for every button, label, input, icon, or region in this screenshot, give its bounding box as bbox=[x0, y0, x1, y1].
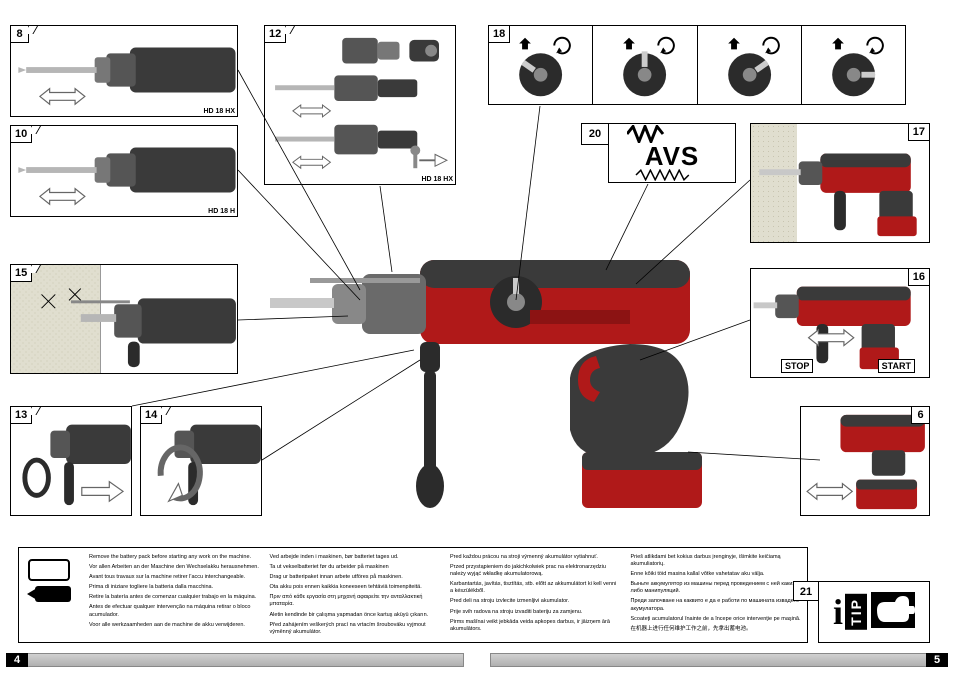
panel-12-number: 12 bbox=[265, 26, 286, 43]
panel-18-mode-selector-row: 18 bbox=[488, 25, 906, 105]
mode-drill-only bbox=[698, 26, 802, 104]
stop-label: STOP bbox=[781, 359, 813, 373]
panel-14-number: 14 bbox=[141, 407, 162, 424]
panel-12: 12 bbox=[264, 25, 456, 185]
drill-illustration bbox=[11, 265, 237, 373]
panel-10-tag: HD 18 H bbox=[208, 208, 235, 215]
warning-line: Πριν από κάθε εργασία στη μηχανή αφαιρεί… bbox=[270, 594, 441, 608]
warning-line: Prima di iniziare togliere la batteria d… bbox=[89, 584, 260, 591]
chuck-adapter-illustration bbox=[265, 26, 455, 184]
warning-line: Scoateţi acumulatorul înainte de a încep… bbox=[631, 616, 802, 623]
panel-21-tip: 21 i TIP bbox=[818, 581, 930, 643]
footer-bar-right bbox=[490, 653, 948, 667]
warning-line: Vor allen Arbeiten an der Maschine den W… bbox=[89, 564, 260, 571]
drill-in-use-illustration bbox=[751, 124, 929, 242]
drill-illustration bbox=[11, 126, 237, 216]
warning-line: Před zahájením veškerých prací na vrtací… bbox=[270, 622, 441, 636]
drill-illustration bbox=[11, 26, 237, 116]
warning-line: Prije svih radova na stroju izvaditi bat… bbox=[450, 609, 621, 616]
panel-8-number: 8 bbox=[11, 26, 29, 43]
panel-13-number: 13 bbox=[11, 407, 32, 424]
panel-17-number: 17 bbox=[908, 124, 929, 141]
warning-line: Pred každou prácou na stroji výmenný aku… bbox=[450, 554, 621, 561]
warning-line: Ved arbejde inden i maskinen, bør batter… bbox=[270, 554, 441, 561]
main-tool-illustration bbox=[270, 200, 730, 520]
panel-16: 16 STOP START bbox=[750, 268, 930, 378]
mode-hammer-drill bbox=[593, 26, 697, 104]
panel-15: 15 bbox=[10, 264, 238, 374]
panel-20-avs: 20 AVS bbox=[608, 123, 736, 183]
tip-label: TIP bbox=[845, 594, 867, 630]
warning-line: Karbantartás, javítás, tisztítás, stb. e… bbox=[450, 581, 621, 595]
panel-18-number: 18 bbox=[488, 25, 510, 43]
panel-10-number: 10 bbox=[11, 126, 32, 143]
warning-line: Przed przystąpieniem do jakichkolwiek pr… bbox=[450, 564, 621, 578]
warning-line: Drag ur batteripaket innan arbete utföre… bbox=[270, 574, 441, 581]
panel-6: 6 bbox=[800, 406, 930, 516]
page-number-right: 5 bbox=[926, 653, 948, 667]
warning-line: Ta ut vekselbatteriet før du arbeider på… bbox=[270, 564, 441, 571]
spring-icon bbox=[627, 169, 717, 181]
start-label: START bbox=[878, 359, 915, 373]
pointing-hand-icon bbox=[871, 592, 915, 633]
warning-line: Retire la batería antes de comenzar cual… bbox=[89, 594, 260, 601]
panel-14: 14 bbox=[140, 406, 262, 516]
panel-10: 10 HD 18 H bbox=[10, 125, 238, 217]
panel-21-number: 21 bbox=[793, 581, 819, 601]
avs-label: AVS bbox=[645, 143, 700, 169]
footer-bar-left bbox=[6, 653, 464, 667]
warning-line: Avant tous travaux sur la machine retire… bbox=[89, 574, 260, 581]
warning-line: Enne kõiki töid masina kallal võtke vahe… bbox=[631, 571, 802, 578]
battery-illustration bbox=[801, 407, 929, 515]
warning-line: Antes de efectuar qualquer intervenção n… bbox=[89, 604, 260, 618]
warning-line: Voor alle werkzaamheden aan de machine d… bbox=[89, 622, 260, 629]
panel-15-number: 15 bbox=[11, 265, 32, 282]
info-i-icon: i bbox=[833, 591, 843, 633]
warning-line: Ota akku pois ennen kaikkia koneeseen te… bbox=[270, 584, 441, 591]
warning-line: Pred deli na stroju izvlecite izmenljivi… bbox=[450, 598, 621, 605]
warning-line: Remove the battery pack before starting … bbox=[89, 554, 260, 561]
warning-line: Pirms mašīnai veikt jebkāda veida apkope… bbox=[450, 619, 621, 633]
manual-spread: 8 HD 18 HX 10 bbox=[0, 0, 954, 677]
mode-neutral bbox=[802, 26, 905, 104]
warning-text-block: Remove the battery pack before starting … bbox=[18, 547, 808, 643]
page-number-left: 4 bbox=[6, 653, 28, 667]
panel-16-number: 16 bbox=[908, 269, 929, 286]
remove-battery-icon bbox=[25, 554, 81, 610]
panel-20-number: 20 bbox=[581, 123, 609, 145]
panel-8: 8 HD 18 HX bbox=[10, 25, 238, 117]
panel-8-tag: HD 18 HX bbox=[203, 108, 235, 115]
warning-line: Выньте аккумулятор из машины перед прове… bbox=[631, 581, 802, 595]
panel-13: 13 bbox=[10, 406, 132, 516]
warning-line: Aletin kendinde bir çalışma yapmadan önc… bbox=[270, 612, 441, 619]
panel-17: 17 bbox=[750, 123, 930, 243]
panel-12-tag: HD 18 HX bbox=[421, 176, 453, 183]
warning-line: 在机器上进行任何维护工作之前，先拿出蓄电池。 bbox=[631, 626, 802, 633]
warning-line: Prieš atlikdami bet kokius darbus įrengi… bbox=[631, 554, 802, 568]
panel-6-number: 6 bbox=[911, 407, 929, 424]
warning-line: Преди започване на каквито е да е работи… bbox=[631, 598, 802, 612]
